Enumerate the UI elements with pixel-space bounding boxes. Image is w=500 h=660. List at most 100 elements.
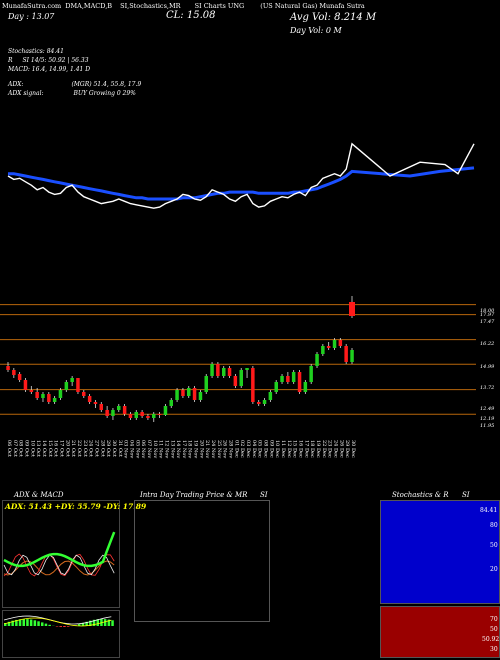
macd-bar bbox=[33, 620, 37, 626]
date-tick-label: 04 Nov bbox=[128, 440, 135, 459]
date-tick-label: 07 Nov bbox=[145, 440, 152, 459]
candle-body bbox=[245, 368, 249, 370]
date-tick-label: 08 Dec bbox=[262, 440, 269, 458]
date-tick-label: 19 Nov bbox=[192, 440, 199, 459]
date-tick-label: 20 Oct bbox=[64, 440, 71, 457]
candle-body bbox=[70, 378, 74, 382]
date-tick-label: 23 Oct bbox=[81, 440, 88, 457]
macd-bar bbox=[11, 620, 14, 626]
candle-body bbox=[52, 398, 57, 402]
candle-body bbox=[309, 366, 313, 382]
date-tick-label: 03 Dec bbox=[245, 440, 252, 458]
candle-body bbox=[239, 370, 243, 386]
date-tick-label: 30 Oct bbox=[110, 440, 117, 457]
candle-body bbox=[268, 392, 273, 400]
rsi-level-70: 70 bbox=[490, 616, 498, 623]
close-price: CL: 15.08 bbox=[166, 10, 216, 21]
r-line: R SI 14/5: 50.92 | 56.33 bbox=[8, 57, 89, 64]
macd-bar bbox=[29, 619, 33, 626]
day-change: Day : 13.07 bbox=[8, 12, 55, 21]
adx-line bbox=[3, 560, 115, 576]
macd-bar bbox=[63, 626, 66, 627]
date-tick-label: 24 Nov bbox=[210, 440, 217, 459]
price-tick-label: 16.22 bbox=[480, 341, 495, 347]
candle-body bbox=[64, 382, 69, 390]
day-volume: Day Vol: 0 M bbox=[290, 26, 342, 35]
adx-panel-title: ADX & MACD bbox=[14, 491, 64, 499]
rsi-level-30: 30 bbox=[490, 646, 498, 653]
date-tick-label: 17 Nov bbox=[180, 440, 187, 459]
date-tick-label: 16 Dec bbox=[297, 440, 304, 458]
stoch-level-80: 80 bbox=[490, 522, 498, 529]
candle-body bbox=[47, 394, 51, 402]
date-tick-label: 23 Dec bbox=[326, 440, 333, 458]
date-tick-label: 09 Oct bbox=[23, 440, 30, 457]
site-label: MunafaSutra.com bbox=[2, 2, 62, 10]
macd-bar bbox=[89, 620, 92, 626]
date-tick-label: 18 Dec bbox=[309, 440, 316, 458]
date-tick-label: 11 Nov bbox=[157, 440, 164, 459]
candle-body bbox=[210, 364, 214, 376]
intraday-panel-title: Intra Day Trading Price & MR bbox=[140, 491, 248, 499]
indicators-label: DMA,MACD,B bbox=[65, 2, 113, 10]
macd-bar bbox=[107, 619, 111, 626]
date-tick-label: 05 Dec bbox=[256, 440, 263, 458]
candle-body bbox=[233, 376, 238, 386]
header-labels: MunafaSutra.com DMA,MACD,B SI,Stochastic… bbox=[2, 2, 365, 10]
price-tick-label: 13.72 bbox=[480, 385, 495, 391]
rsi-level-50: 50 bbox=[490, 626, 498, 633]
date-tick-label: 04 Dec bbox=[250, 440, 257, 458]
rsi-value: 50.92 bbox=[482, 636, 500, 643]
adx-trend-line bbox=[3, 531, 116, 568]
price-tick-label: 17.97 bbox=[480, 312, 495, 318]
candle-body bbox=[76, 378, 80, 392]
macd-bar bbox=[26, 619, 29, 626]
macd-bar bbox=[96, 619, 99, 626]
price-tick-label: 14.99 bbox=[480, 364, 495, 370]
price-line bbox=[7, 142, 475, 209]
candle-body bbox=[12, 370, 16, 375]
candle-body bbox=[146, 416, 150, 418]
candle-body bbox=[17, 374, 22, 380]
date-tick-label: 06 Oct bbox=[6, 440, 12, 457]
date-tick-label: 21 Oct bbox=[70, 440, 77, 457]
candle-body bbox=[23, 380, 28, 390]
macd-panel bbox=[2, 610, 120, 658]
stoch-panel-si: SI bbox=[462, 491, 470, 499]
candle-body bbox=[35, 392, 39, 398]
candle-body bbox=[204, 376, 208, 392]
macd-bar bbox=[81, 622, 85, 626]
candle-body bbox=[315, 354, 319, 366]
macd-bar bbox=[7, 621, 11, 626]
candle-body bbox=[227, 368, 232, 376]
macd-value: MACD: 16.4, 14.99, 1.41 D bbox=[8, 66, 91, 73]
intraday-panel-si: SI bbox=[260, 491, 268, 499]
adx-panel: ADX: 51.43 +DY: 55.79 -DY: 17.89 bbox=[2, 500, 146, 608]
price-tick-label: 18.00 bbox=[480, 308, 495, 314]
macd-bar bbox=[4, 623, 7, 626]
macd-bar bbox=[18, 619, 22, 626]
candle-body bbox=[87, 396, 92, 402]
candle-body bbox=[99, 404, 103, 410]
candle-body bbox=[181, 390, 185, 396]
date-tick-label: 18 Nov bbox=[186, 440, 193, 459]
avg-volume: Avg Vol: 8.214 M bbox=[290, 12, 377, 23]
candle-body bbox=[326, 346, 331, 348]
candle-body bbox=[111, 410, 115, 416]
date-tick-label: 31 Oct bbox=[116, 440, 123, 457]
date-tick-label: 12 Nov bbox=[163, 440, 170, 459]
macd-bar bbox=[37, 621, 40, 626]
date-tick-label: 14 Oct bbox=[41, 440, 47, 457]
candle-body bbox=[169, 400, 173, 406]
candle-body bbox=[350, 350, 354, 362]
candle-body bbox=[157, 414, 162, 415]
macd-bar bbox=[103, 619, 107, 626]
date-tick-label: 24 Oct bbox=[87, 440, 94, 457]
candle-body bbox=[82, 392, 86, 396]
date-tick-label: 26 Nov bbox=[221, 440, 228, 459]
minus-di-line bbox=[3, 553, 115, 577]
candle-body bbox=[41, 394, 45, 398]
macd-bar bbox=[15, 619, 18, 626]
date-tick-label: 21 Nov bbox=[204, 440, 211, 459]
candle-body bbox=[128, 414, 133, 418]
